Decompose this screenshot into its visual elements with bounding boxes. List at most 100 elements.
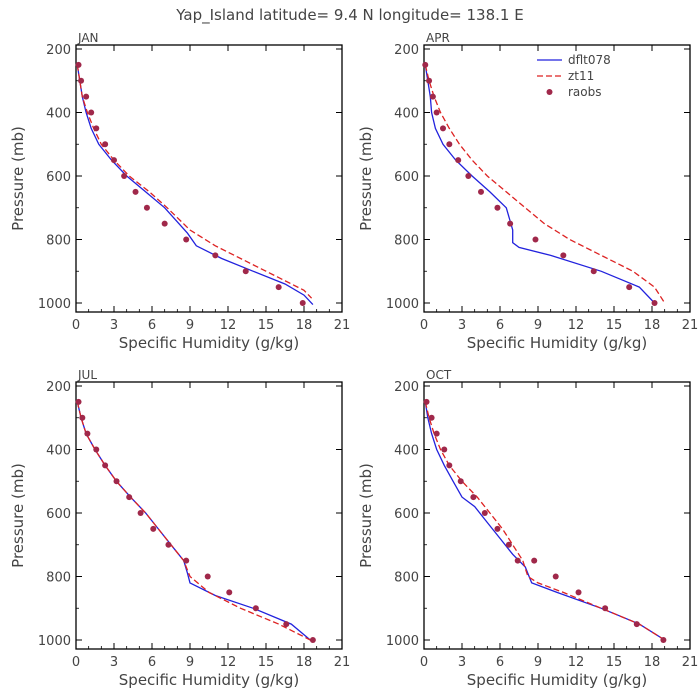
panel-label: JAN: [77, 31, 99, 45]
x-tick-label: 21: [682, 318, 699, 333]
raobs-point: [165, 541, 172, 548]
raobs-point: [88, 109, 95, 116]
x-tick-label: 12: [220, 318, 237, 333]
x-axis-label: Specific Humidity (g/kg): [119, 334, 299, 352]
x-tick-label: 15: [258, 318, 275, 333]
raobs-point: [79, 414, 86, 421]
dflt078-line: [424, 64, 655, 304]
raobs-point: [102, 141, 109, 148]
y-tick-label: 600: [46, 507, 71, 522]
x-tick-label: 15: [606, 655, 623, 670]
panel-oct: OCT 0 3 6 9 12 15 18 21 200 400 600 800 1000 Specific …: [357, 368, 698, 689]
x-tick-label: 3: [110, 318, 118, 333]
raobs-point: [441, 446, 448, 453]
x-tick-label: 12: [220, 655, 237, 670]
x-tick-label: 6: [148, 655, 156, 670]
raobs-point: [494, 204, 501, 211]
raobs-point: [183, 557, 190, 564]
raobs-point: [633, 621, 640, 628]
raobs-point: [505, 541, 512, 548]
plot-frame: [75, 381, 343, 650]
raobs-point: [137, 510, 144, 516]
x-tick-label: 0: [420, 655, 428, 670]
x-tick-label: 6: [148, 318, 156, 333]
y-axis-label: Pressure (mb): [9, 126, 27, 231]
raobs-point: [560, 252, 567, 259]
x-tick-label: 0: [72, 318, 80, 333]
y-tick-label: 800: [394, 234, 419, 249]
panel-label: OCT: [426, 368, 452, 382]
x-tick-label: 6: [496, 318, 504, 333]
x-tick-label: 21: [682, 655, 699, 670]
panel-label: JUL: [77, 368, 97, 382]
raobs-point: [455, 157, 462, 164]
raobs-point: [507, 220, 514, 227]
raobs-point: [132, 188, 139, 195]
x-tick-label: 3: [110, 655, 118, 670]
raobs-point: [478, 188, 484, 195]
raobs-point: [121, 173, 128, 179]
x-tick-label: 15: [258, 655, 275, 670]
raobs-point: [242, 268, 249, 275]
raobs-point: [433, 109, 440, 116]
x-tick-label: 9: [186, 318, 194, 333]
raobs-point: [590, 268, 597, 275]
dflt078-line: [424, 401, 666, 641]
raobs-point: [626, 284, 633, 291]
y-tick-label: 800: [394, 571, 419, 586]
panel-label: APR: [426, 31, 450, 45]
raobs-point: [470, 494, 477, 501]
raobs-point: [78, 77, 85, 84]
y-tick-label: 1000: [38, 297, 71, 312]
y-tick-label: 1000: [386, 634, 419, 649]
raobs-point: [423, 398, 430, 405]
raobs-point: [422, 61, 429, 68]
raobs-point: [113, 478, 120, 485]
raobs-point: [75, 398, 82, 405]
y-tick-label: 800: [46, 571, 71, 586]
raobs-point: [126, 494, 133, 501]
y-tick-label: 1000: [38, 634, 71, 649]
raobs-point: [252, 605, 259, 612]
raobs-point: [426, 77, 433, 84]
raobs-point: [93, 125, 100, 132]
raobs-point: [660, 637, 667, 643]
raobs-point: [531, 557, 538, 564]
raobs-point: [651, 300, 658, 306]
raobs-point: [93, 446, 100, 453]
raobs-point: [275, 284, 282, 291]
zt11-line: [424, 64, 666, 304]
raobs-point: [111, 157, 117, 164]
dflt078-line: [76, 64, 314, 306]
x-axis-label: Specific Humidity (g/kg): [467, 671, 647, 689]
legend: dflt078 zt11 raobs: [537, 53, 611, 99]
x-tick-label: 0: [72, 655, 80, 670]
plot-frame: [423, 381, 691, 650]
raobs-point: [446, 141, 453, 148]
raobs-point: [102, 462, 109, 469]
legend-label: dflt078: [568, 53, 611, 67]
x-tick-label: 9: [186, 655, 194, 670]
raobs-point: [161, 220, 168, 227]
raobs-point: [429, 93, 436, 100]
x-axis-label: Specific Humidity (g/kg): [119, 671, 299, 689]
raobs-point: [204, 573, 211, 580]
y-axis-label: Pressure (mb): [357, 463, 375, 568]
x-tick-label: 18: [644, 318, 661, 333]
raobs-point: [283, 621, 290, 628]
y-tick-label: 400: [394, 444, 419, 459]
x-tick-label: 18: [296, 318, 313, 333]
y-tick-label: 200: [394, 380, 419, 395]
x-tick-label: 3: [458, 318, 466, 333]
raobs-point: [83, 93, 90, 100]
zt11-line: [76, 64, 313, 299]
x-axis-label: Specific Humidity (g/kg): [467, 334, 647, 352]
raobs-point: [183, 236, 190, 243]
raobs-point: [433, 430, 440, 437]
raobs-point: [84, 430, 91, 437]
raobs-point: [428, 414, 435, 421]
zt11-line: [76, 401, 311, 641]
raobs-point: [143, 204, 150, 211]
